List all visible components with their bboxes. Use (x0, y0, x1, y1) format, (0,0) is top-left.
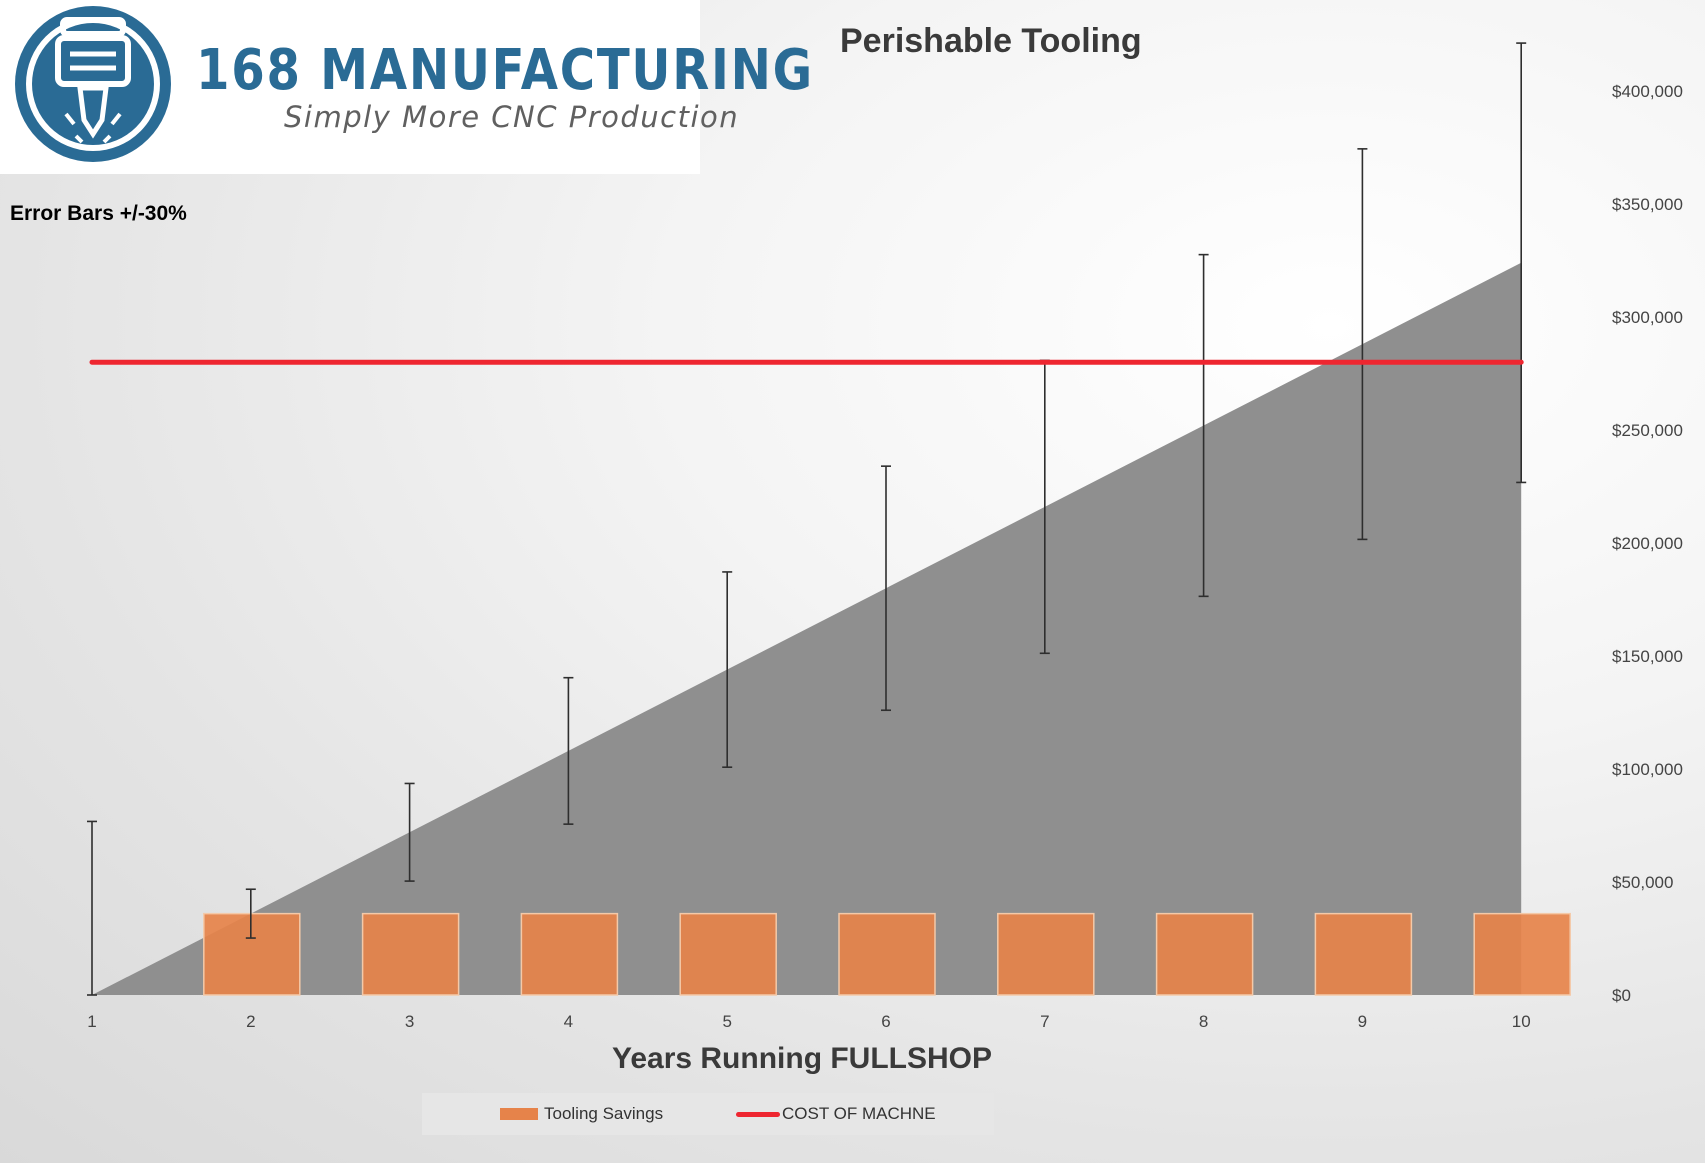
error-bar-year-8 (1198, 253, 1209, 598)
bar-tooling-savings-year-10 (1473, 912, 1571, 996)
chart-legend: Tooling Savings COST OF MACHNE (422, 1093, 994, 1135)
company-tagline: Simply More CNC Production (284, 100, 740, 134)
y-tick-label: $0 (1612, 986, 1631, 1005)
legend-swatch-bar (500, 1108, 538, 1120)
bar-tooling-savings-year-8 (1155, 912, 1254, 996)
x-tick-label: 8 (1199, 1012, 1208, 1031)
y-tick-label: $400,000 (1612, 82, 1683, 101)
y-tick-label: $250,000 (1612, 421, 1683, 440)
error-bar-year-5 (722, 571, 733, 768)
bar-tooling-savings-year-4 (520, 912, 619, 996)
error-bars-note: Error Bars +/-30% (10, 202, 187, 225)
x-tick-label: 4 (564, 1012, 573, 1031)
x-tick-label: 6 (881, 1012, 890, 1031)
error-bar-year-9 (1357, 148, 1368, 541)
y-tick-label: $150,000 (1612, 647, 1683, 666)
x-tick-label: 5 (722, 1012, 731, 1031)
x-tick-label: 7 (1040, 1012, 1049, 1031)
y-tick-label: $200,000 (1612, 534, 1683, 553)
error-bar-year-6 (881, 465, 891, 712)
company-name: 168 MANUFACTURING (196, 38, 814, 103)
legend-item-cost-of-machine: COST OF MACHNE (736, 1093, 936, 1135)
cnc-spindle-icon (15, 6, 171, 162)
error-bar-year-2 (245, 888, 256, 939)
error-bar-year-4 (563, 676, 574, 825)
company-logo: 168 MANUFACTURING Simply More CNC Produc… (0, 0, 812, 174)
x-tick-label: 1 (87, 1012, 96, 1031)
cumulative-savings-area (92, 262, 1522, 995)
error-bar-year-10 (1516, 42, 1527, 484)
bar-tooling-savings-year-6 (838, 912, 936, 996)
x-tick-label: 10 (1512, 1012, 1531, 1031)
bar-tooling-savings-year-3 (361, 912, 460, 996)
legend-label: Tooling Savings (544, 1104, 664, 1123)
error-bar-year-1 (87, 820, 97, 996)
y-tick-label: $350,000 (1612, 195, 1683, 214)
y-tick-label: $50,000 (1612, 873, 1673, 892)
bar-tooling-savings-year-5 (679, 912, 777, 996)
legend-label: COST OF MACHNE (782, 1104, 936, 1123)
chart-title: Perishable Tooling (840, 22, 1142, 60)
y-tick-label: $100,000 (1612, 760, 1683, 779)
bar-tooling-savings-year-2 (203, 912, 301, 996)
legend-swatch-line (736, 1111, 780, 1117)
y-tick-label: $300,000 (1612, 308, 1683, 327)
x-tick-label: 2 (246, 1012, 255, 1031)
x-tick-label: 9 (1358, 1012, 1367, 1031)
legend-item-tooling-savings: Tooling Savings (500, 1093, 663, 1135)
x-axis-title: Years Running FULLSHOP (611, 1042, 993, 1075)
x-tick-label: 3 (405, 1012, 414, 1031)
bar-tooling-savings-year-9 (1314, 912, 1413, 996)
bar-tooling-savings-year-7 (997, 912, 1095, 996)
error-bar-year-3 (404, 782, 415, 882)
